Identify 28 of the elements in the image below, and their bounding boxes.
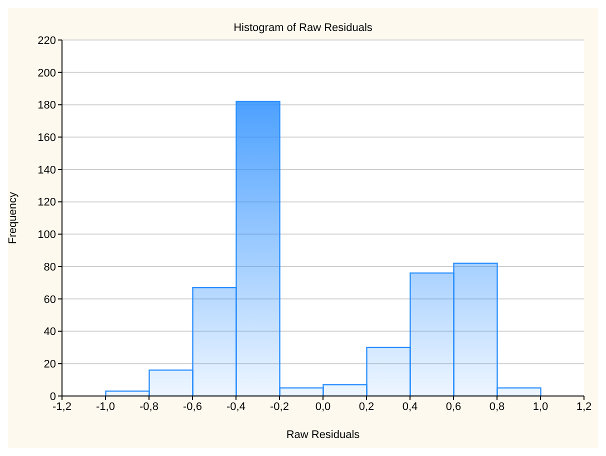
y-tick-label: 200 [38, 67, 56, 80]
y-tick-label: 180 [38, 100, 56, 112]
x-tick-label: 0,0 [315, 400, 331, 413]
y-tick-label: 100 [38, 229, 56, 242]
x-tick-label: 0,6 [446, 400, 462, 413]
x-tick-label: -0,2 [270, 400, 289, 413]
x-tick-label: -1,2 [52, 400, 72, 413]
chart-title: Histogram of Raw Residuals [232, 22, 374, 34]
x-tick-label: 0,4 [402, 400, 418, 413]
x-tick-label: -1,0 [96, 400, 115, 413]
x-tick-label: 0,2 [358, 400, 374, 413]
x-tick-label: 1,2 [576, 400, 592, 413]
y-tick-label: 40 [44, 326, 56, 338]
x-tick-label: -0,4 [226, 400, 246, 413]
x-axis-title: Raw Residuals [286, 429, 360, 441]
y-tick-label: 120 [38, 196, 56, 209]
y-tick-label: 80 [44, 261, 56, 274]
y-tick-label: 160 [38, 132, 56, 144]
y-tick-label: 0 [50, 390, 56, 403]
y-axis-title: Frequency [6, 192, 19, 244]
x-tick-label: -0,8 [140, 400, 158, 413]
y-tick-label: 220 [38, 34, 56, 47]
y-tick-label: 60 [44, 294, 56, 306]
x-tick-label: 0,8 [489, 400, 505, 413]
y-tick-label: 20 [44, 358, 56, 371]
x-tick-label: 1,0 [532, 400, 548, 413]
x-tick-label: -0,6 [183, 400, 202, 413]
y-tick-label: 140 [38, 164, 56, 176]
